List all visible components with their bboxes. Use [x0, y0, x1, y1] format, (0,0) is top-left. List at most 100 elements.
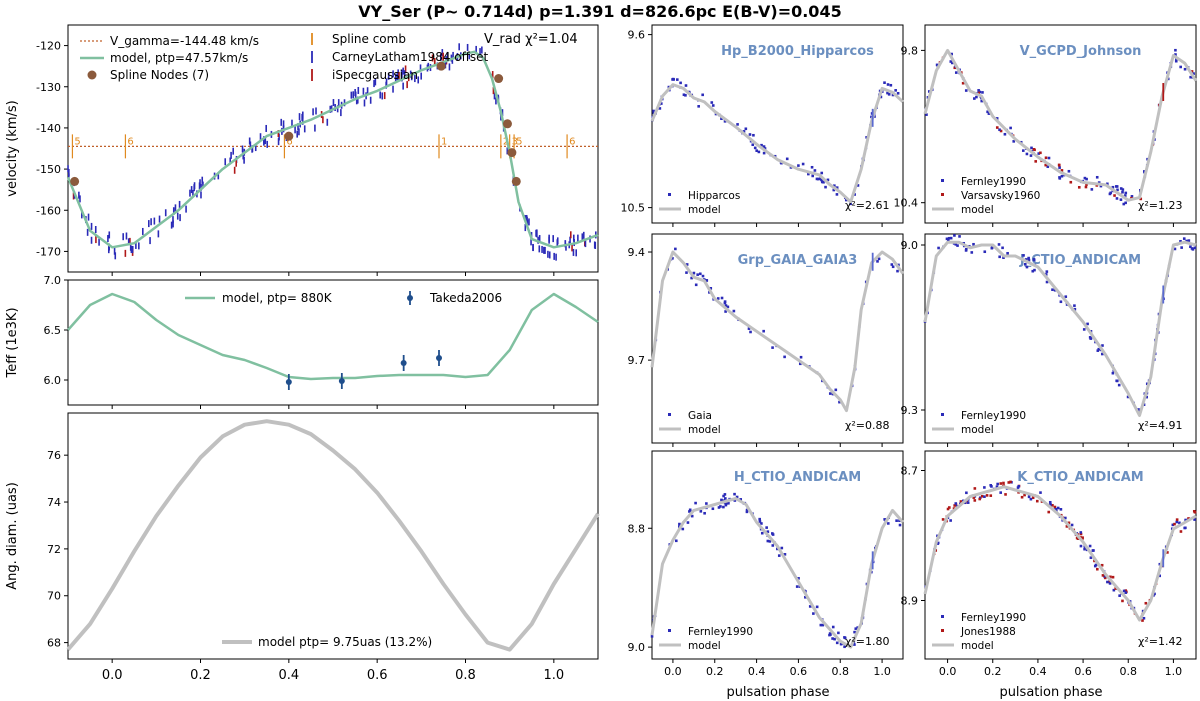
- k-data-point: [1079, 544, 1083, 548]
- k-data-point: [1027, 495, 1031, 499]
- k-xtick-label: 0.0: [939, 665, 957, 678]
- h-data-point: [831, 637, 834, 640]
- v-data-point: [977, 91, 980, 95]
- j-ytick-label: 9.0: [901, 239, 919, 252]
- v-model-curve: [923, 48, 1198, 202]
- j-chi2-label: χ²=4.91: [1138, 419, 1182, 432]
- v-data-point: [1060, 169, 1064, 172]
- hp-data-point: [658, 107, 662, 110]
- grp-data-point: [723, 301, 727, 305]
- h-data-point: [694, 501, 697, 505]
- diam-model-curve: [66, 419, 600, 652]
- h-legend-label: model: [688, 640, 721, 652]
- k-xtick-label: 0.4: [1029, 665, 1047, 678]
- v-legend-swatch: [941, 193, 944, 196]
- v-data-point: [1021, 149, 1025, 152]
- j-data-point: [953, 234, 956, 237]
- k-data-point: [985, 494, 989, 497]
- diam-ytick-label: 70: [47, 590, 61, 603]
- k-data-point: [1079, 531, 1083, 534]
- h-data-point: [819, 623, 823, 627]
- j-data-point: [1189, 245, 1192, 249]
- k-data-point: [1118, 594, 1121, 597]
- h-xtick-label: 0.4: [748, 665, 766, 678]
- h-ytick-label: 9.0: [628, 641, 646, 654]
- k-data-point: [1064, 516, 1067, 520]
- h-data-point: [853, 643, 856, 646]
- grp-data-point: [692, 271, 696, 275]
- h-data-point: [725, 502, 729, 505]
- hp-data-point: [720, 117, 723, 121]
- vrad-ytick-label: -120: [36, 40, 61, 53]
- vrad-spline-node: [507, 148, 517, 158]
- k-data-point: [1065, 525, 1069, 528]
- grp-ytick-label: 9.4: [628, 246, 646, 259]
- hp-band-title: Hp_B2000_Hipparcos: [721, 44, 874, 59]
- h-data-point: [795, 585, 799, 588]
- teff-ylabel: Teff (1e3K): [5, 307, 20, 378]
- vrad-ytick-label: -160: [36, 204, 61, 217]
- teff-legend-label: model, ptp= 880K: [222, 291, 333, 305]
- hp-data-point: [883, 81, 886, 84]
- grp-data-point: [709, 287, 713, 290]
- h-data-point: [771, 544, 775, 547]
- v-data-point: [1183, 67, 1187, 71]
- j-data-point: [1111, 371, 1115, 375]
- v-data-point: [1189, 75, 1192, 79]
- vrad-legend-swatch: [87, 70, 97, 80]
- h-data-point: [883, 518, 886, 521]
- j-data-point: [1045, 280, 1049, 284]
- hp-data-point: [833, 184, 836, 187]
- hp-data-point: [785, 157, 789, 161]
- v-data-point: [935, 63, 939, 67]
- j-data-point: [1031, 269, 1035, 273]
- v-data-point: [1044, 163, 1048, 167]
- grp-data-point: [724, 304, 728, 307]
- j-data-point: [1006, 251, 1009, 255]
- v-legend-label: model: [961, 204, 994, 216]
- v-data-point: [1029, 154, 1033, 157]
- hp-data-point: [810, 165, 814, 169]
- hp-data-point: [886, 91, 889, 95]
- diam-frame: [67, 412, 599, 660]
- hp-data-point: [723, 120, 727, 123]
- v-ytick-label: 10.4: [894, 197, 919, 210]
- k-frame: [924, 450, 1197, 660]
- grp-data-point: [671, 257, 674, 260]
- grp-data-point: [685, 263, 689, 266]
- j-data-point: [1182, 237, 1186, 240]
- vrad-spline-node: [70, 176, 80, 186]
- diam-xtick-label: 0.6: [367, 668, 388, 683]
- hp-data-point: [886, 83, 890, 86]
- k-data-point: [1108, 580, 1111, 584]
- h-data-point: [771, 533, 775, 536]
- j-data-point: [972, 242, 975, 246]
- k-data-point: [1158, 574, 1162, 578]
- h-data-point: [804, 595, 807, 599]
- grp-data-point: [747, 327, 751, 330]
- k-data-point: [1121, 599, 1124, 603]
- v-data-point: [995, 117, 999, 120]
- k-data-point: [996, 482, 999, 486]
- grp-data-point: [732, 309, 736, 313]
- j-data-point: [1001, 246, 1004, 250]
- j-data-point: [1022, 254, 1025, 257]
- v-data-point: [1083, 176, 1087, 180]
- h-xtick-label: 0.2: [706, 665, 724, 678]
- hp-data-point: [711, 104, 715, 107]
- h-data-point: [780, 546, 784, 550]
- j-data-point: [1096, 349, 1100, 352]
- k-legend-swatch: [941, 615, 944, 618]
- grp-data-point: [762, 329, 765, 333]
- k-data-point: [1009, 480, 1012, 484]
- diam-ytick-label: 68: [47, 637, 61, 650]
- v-data-point: [1115, 185, 1119, 188]
- v-data-point: [981, 91, 984, 94]
- h-data-point: [853, 630, 856, 634]
- j-data-point: [946, 238, 950, 242]
- k-data-point: [936, 541, 940, 545]
- k-data-point: [1108, 582, 1112, 585]
- vrad-comb-label: 5: [516, 136, 522, 147]
- h-data-point: [727, 501, 730, 505]
- k-data-point: [1142, 616, 1146, 620]
